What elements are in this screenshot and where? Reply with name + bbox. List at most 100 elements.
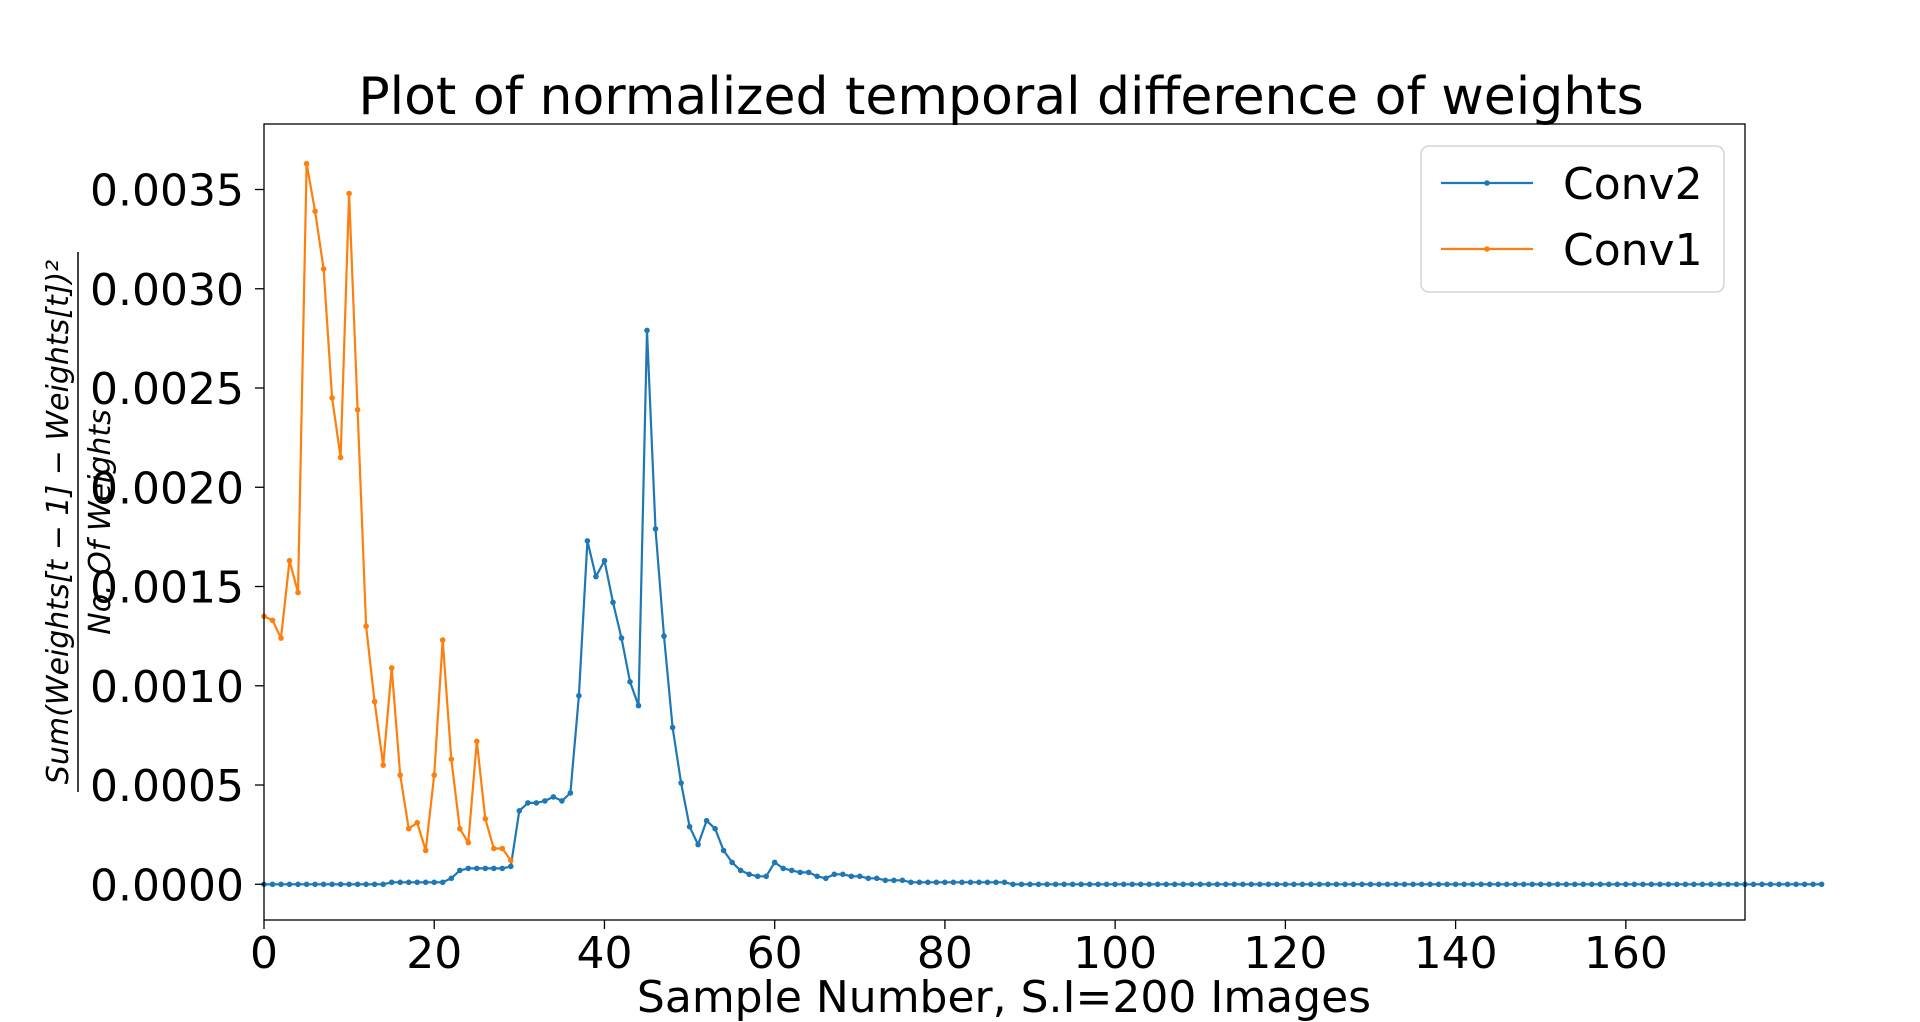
y-tick-label: 0.0015 [90,563,244,614]
data-point-conv1 [286,557,293,564]
y-axis-label-numerator: Sum(Weights[t − 1] − Weights[t])² [41,260,76,784]
data-point-conv2 [1146,881,1152,888]
data-point-conv2 [1154,881,1161,888]
data-point-conv2 [1282,881,1289,888]
data-point-conv2 [1631,881,1638,888]
data-point-conv2 [1129,881,1135,888]
data-point-conv2 [1597,881,1604,888]
data-point-conv2 [1086,881,1093,888]
data-point-conv2 [788,867,795,874]
legend-entries: Conv2 Conv1 [1441,159,1703,276]
x-axis-ticks: 0 20 40 60 80 100 120 140 160 [250,920,1668,979]
data-point-conv2 [1231,881,1238,888]
data-point-conv2 [1359,881,1365,888]
data-point-conv1 [388,665,395,671]
data-point-conv2 [780,865,786,872]
data-point-conv1 [448,756,455,762]
data-point-conv2 [422,879,429,886]
data-point-conv1 [380,762,387,768]
data-point-conv1 [346,190,352,197]
data-point-conv2 [933,879,940,886]
data-point-conv2 [652,526,659,532]
data-point-conv2 [559,798,565,804]
data-point-conv2 [439,879,446,886]
data-point-conv1 [439,637,446,643]
plot-area [261,123,1825,921]
data-point-conv2 [1052,881,1059,888]
data-point-conv2 [482,865,489,872]
series-line-conv2 [264,329,1822,886]
x-tick-label: 0 [250,928,278,979]
data-point-conv2 [1665,881,1672,888]
data-point-conv1 [499,845,506,852]
data-point-conv2 [397,879,404,886]
data-point-conv2 [942,879,948,886]
data-point-conv2 [525,800,531,806]
data-point-conv2 [737,867,744,874]
data-point-conv2 [865,875,872,882]
x-tick-label: 140 [1414,928,1498,979]
data-point-conv2 [1580,881,1587,888]
y-axis-ticks: 0.0000 0.0005 0.0010 0.0015 0.0020 0.0025 0.00… [90,166,264,911]
data-point-conv2 [584,538,591,544]
data-point-conv2 [610,599,616,606]
data-point-conv1 [363,623,369,629]
data-point-conv1 [320,266,327,272]
data-point-conv2 [1350,881,1357,888]
data-point-conv2 [1325,881,1331,888]
data-point-conv2 [967,879,974,886]
legend-label-conv2: Conv2 [1563,159,1703,210]
data-point-conv2 [882,877,889,884]
data-point-conv2 [831,871,838,878]
data-point-conv2 [1563,881,1570,888]
data-point-conv2 [1512,881,1518,888]
data-point-conv2 [303,881,310,888]
data-point-conv2 [712,825,718,832]
data-point-conv2 [848,873,855,880]
data-point-conv2 [516,808,523,814]
data-point-conv2 [857,873,863,880]
data-point-conv2 [1716,881,1723,888]
data-point-conv2 [1640,881,1646,888]
data-point-conv2 [346,881,352,888]
data-point-conv2 [457,867,463,874]
data-point-conv2 [1120,881,1127,888]
data-point-conv2 [1291,881,1297,888]
data-point-conv2 [1452,881,1459,888]
data-point-conv2 [1674,881,1680,888]
data-point-conv2 [1750,881,1757,888]
legend-marker-conv2 [1484,180,1490,186]
data-point-conv2 [1171,881,1178,888]
data-point-conv2 [1367,881,1374,888]
data-point-conv2 [414,879,421,886]
data-point-conv2 [1657,881,1663,888]
data-point-conv2 [1699,881,1706,888]
data-point-conv1 [278,635,284,641]
series-markers-conv2 [261,327,1825,888]
data-point-conv2 [1069,881,1076,888]
data-point-conv2 [1418,881,1425,888]
data-point-conv2 [1554,881,1561,888]
data-point-conv2 [1793,881,1799,888]
data-point-conv2 [371,881,378,888]
series-markers-conv1 [261,160,514,864]
data-point-conv1 [329,395,335,401]
data-point-conv2 [840,871,846,878]
data-point-conv2 [1648,881,1655,888]
axes-frame [263,123,1746,921]
data-point-conv2 [1197,881,1204,888]
y-tick-label: 0.0010 [90,662,244,713]
data-point-conv2 [635,702,642,709]
data-point-conv2 [1691,881,1697,888]
legend: Conv2 Conv1 [1420,145,1725,293]
data-point-conv2 [448,875,455,882]
data-point-conv2 [661,633,667,639]
data-point-conv2 [1461,881,1467,888]
data-point-conv2 [320,881,327,888]
data-point-conv2 [363,881,369,888]
data-point-conv2 [1163,881,1169,888]
data-point-conv2 [1410,881,1416,888]
data-point-conv2 [1818,881,1825,888]
data-point-conv2 [1435,881,1442,888]
data-point-conv2 [1486,881,1493,888]
